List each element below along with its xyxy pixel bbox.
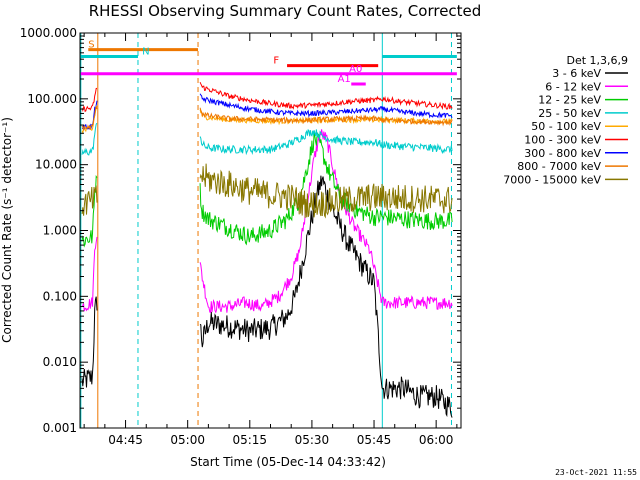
series-line xyxy=(199,93,453,119)
y-axis-label: Corrected Count Rate (s⁻¹ detector⁻¹) xyxy=(0,117,14,343)
series-line xyxy=(199,131,453,246)
legend-label: 800 - 7000 keV xyxy=(517,160,601,173)
y-tick-label: 10.000 xyxy=(35,158,77,172)
series-line xyxy=(81,296,98,388)
legend-title: Det 1,3,6,9 xyxy=(566,54,628,67)
series-line xyxy=(199,163,453,219)
timestamp: 23-Oct-2021 11:55 xyxy=(555,468,637,477)
x-axis-label: Start Time (05-Dec-14 04:33:42) xyxy=(190,455,386,469)
legend-label: 7000 - 15000 keV xyxy=(503,173,601,186)
y-tick-label: 0.010 xyxy=(43,355,77,369)
legend-label: 12 - 25 keV xyxy=(538,94,601,107)
y-tick-label: 1000.000 xyxy=(20,26,77,40)
legend-label: 50 - 100 keV xyxy=(531,120,601,133)
series-line xyxy=(199,81,453,111)
series-line xyxy=(81,184,98,216)
y-tick-label: 100.000 xyxy=(27,92,77,106)
series-line xyxy=(199,175,453,418)
legend-label: 300 - 800 keV xyxy=(524,147,601,160)
legend-label: 6 - 12 keV xyxy=(545,80,601,93)
y-tick-label: 1.000 xyxy=(43,224,77,238)
y-tick-label: 0.100 xyxy=(43,289,77,303)
x-tick-label: 05:30 xyxy=(295,433,330,447)
x-tick-label: 04:45 xyxy=(108,433,143,447)
flag-label: F xyxy=(273,56,279,67)
series-line xyxy=(81,87,98,113)
x-tick-label: 05:15 xyxy=(232,433,267,447)
chart-title: RHESSI Observing Summary Count Rates, Co… xyxy=(89,2,482,20)
legend-label: 3 - 6 keV xyxy=(552,67,601,80)
x-tick-label: 06:00 xyxy=(419,433,454,447)
flag-label: N xyxy=(142,46,149,57)
series-line xyxy=(81,175,98,248)
series-line xyxy=(81,105,98,131)
x-tick-label: 05:00 xyxy=(170,433,205,447)
series-line xyxy=(199,107,453,127)
series-line xyxy=(81,122,98,156)
legend-label: 100 - 300 keV xyxy=(524,134,601,147)
series-line xyxy=(199,128,453,156)
series-line xyxy=(199,129,453,314)
y-tick-label: 0.001 xyxy=(43,421,77,435)
legend-label: 25 - 50 keV xyxy=(538,107,601,120)
axes: 0.001 0.010 0.100 1.000 10.000 100.000 1000.00… xyxy=(20,26,462,447)
x-tick-label: 05:45 xyxy=(357,433,392,447)
flag-label: A1 xyxy=(338,74,351,85)
flag-label: S xyxy=(88,40,94,51)
plot-frame xyxy=(79,32,462,429)
flag-label: A0 xyxy=(349,64,362,75)
series-line xyxy=(82,236,98,312)
